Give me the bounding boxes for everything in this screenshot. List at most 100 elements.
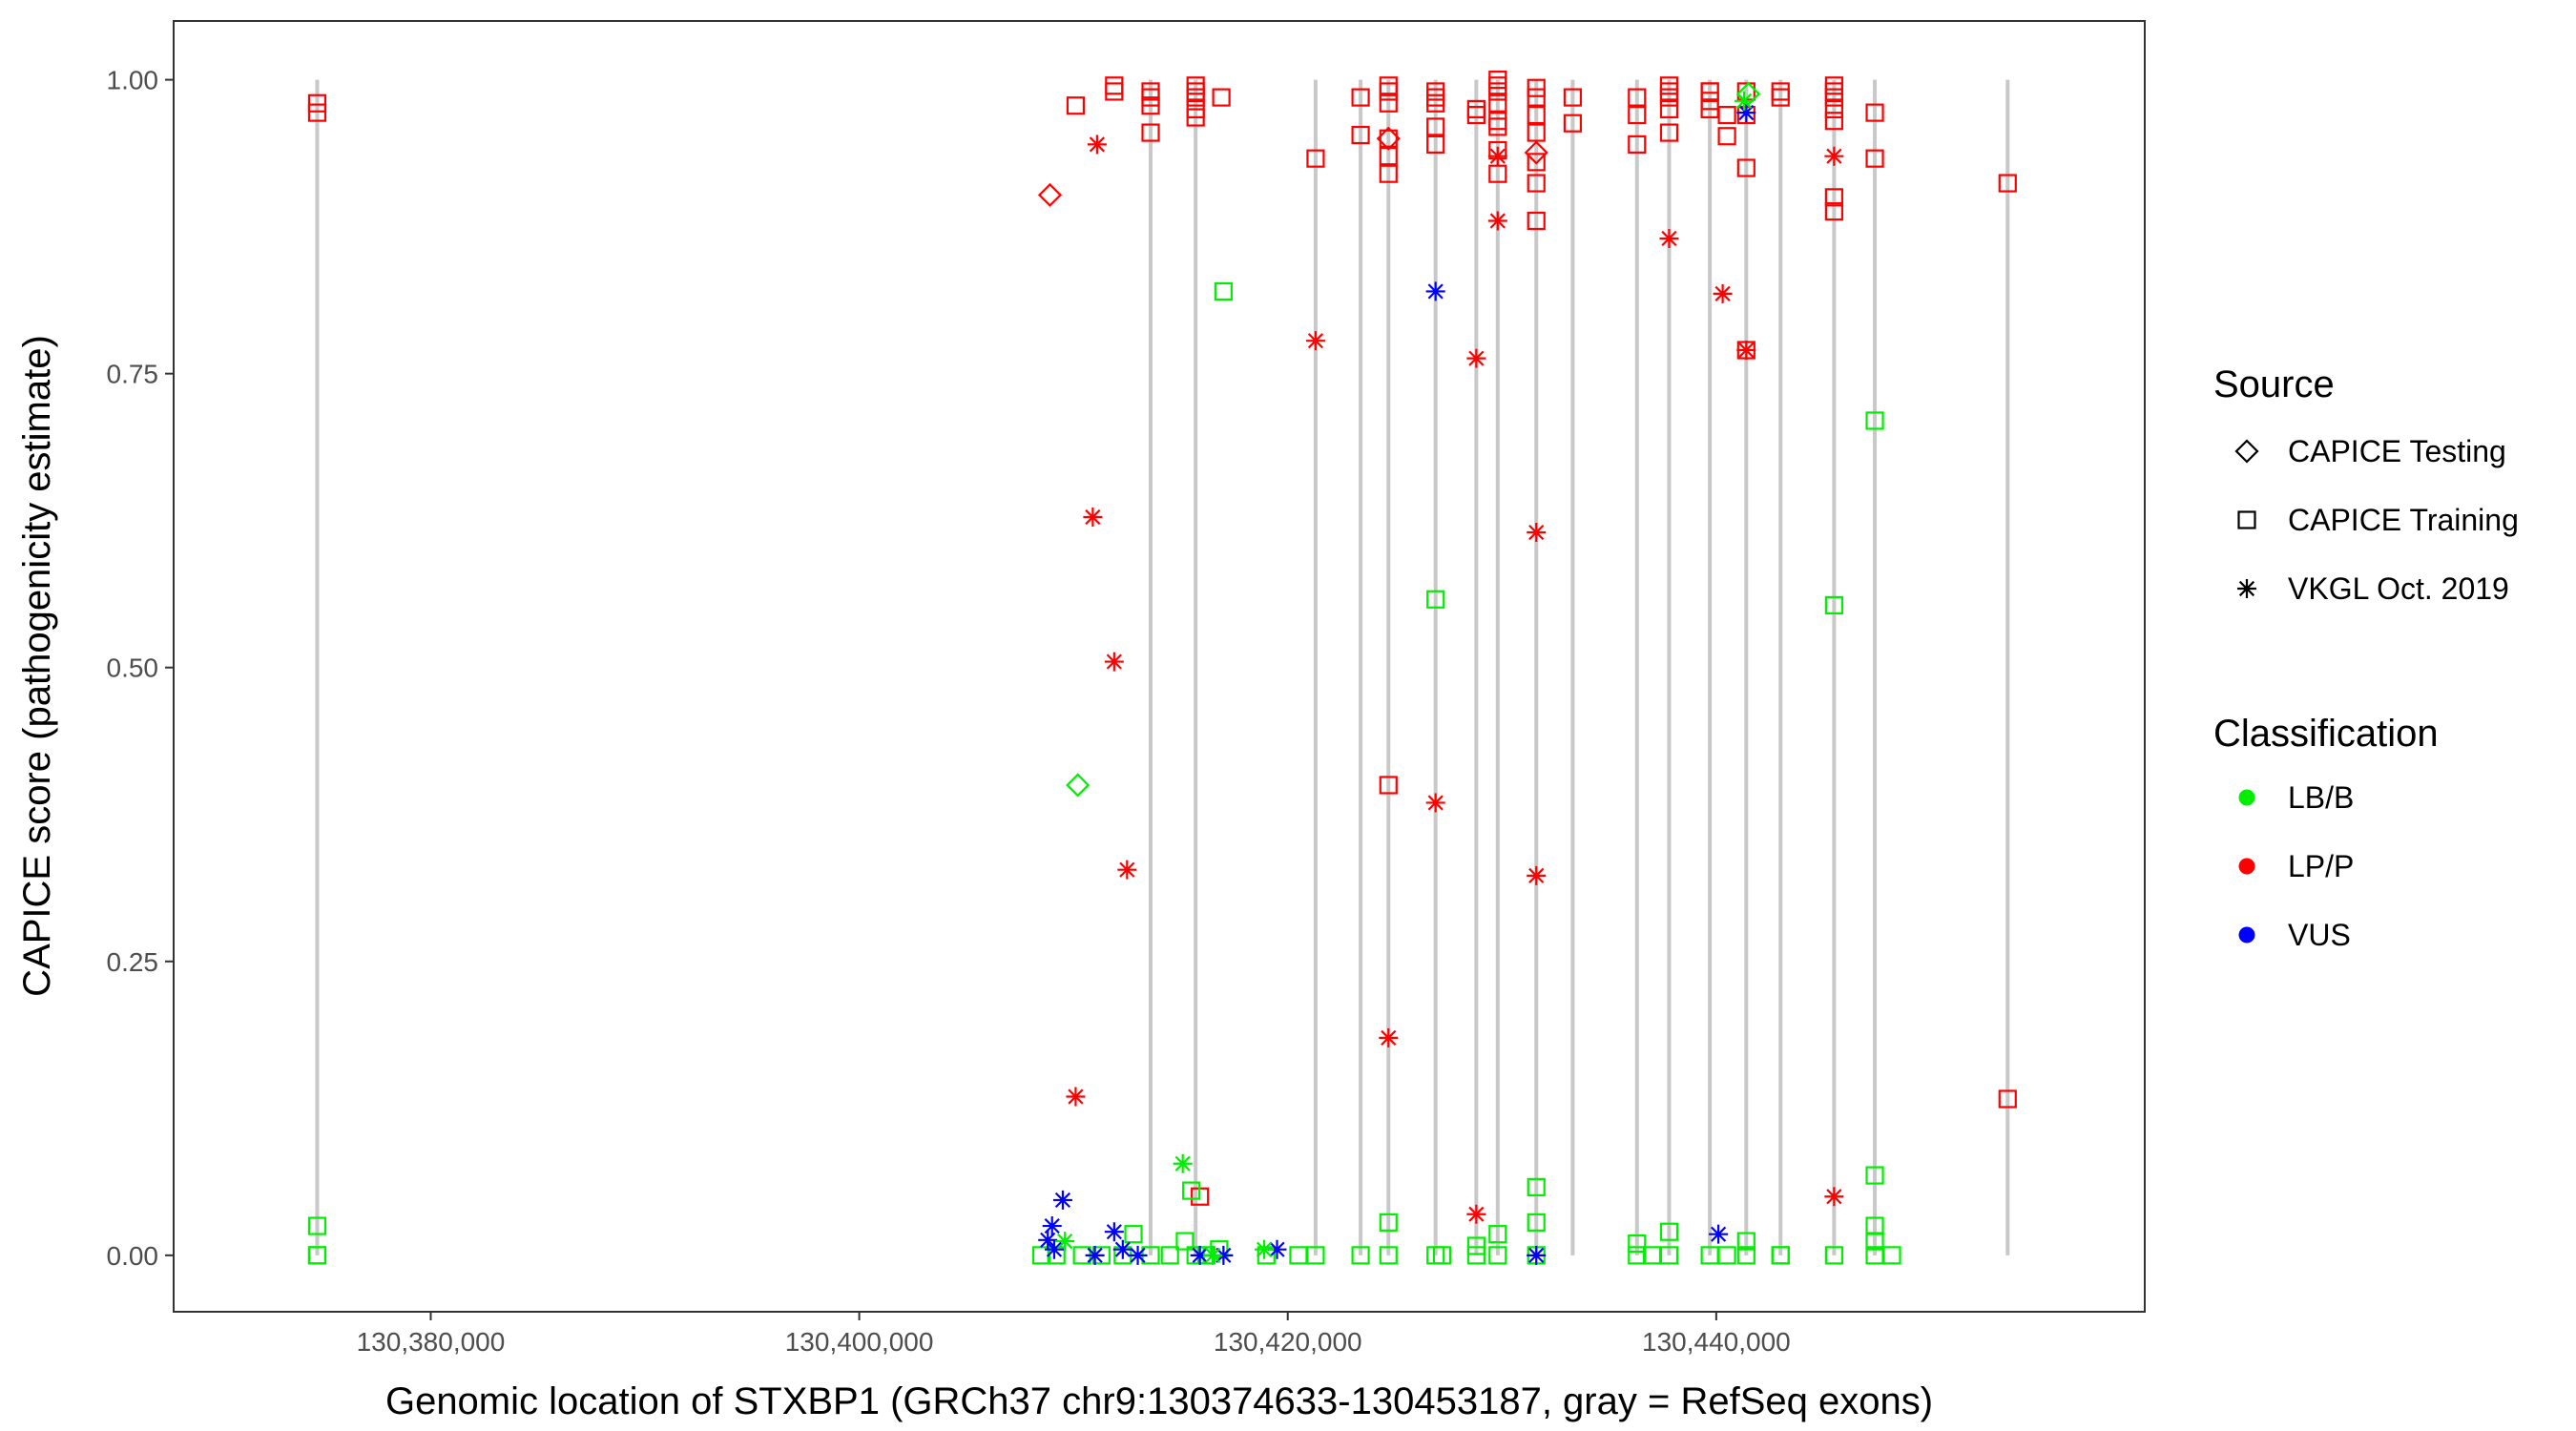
data-point (1141, 123, 1160, 142)
data-point (1628, 1246, 1647, 1265)
data-point (1173, 1153, 1193, 1173)
data-point (1425, 793, 1445, 813)
data-point (1038, 1230, 1058, 1250)
data-point (1426, 117, 1445, 136)
data-point (1628, 88, 1647, 107)
data-point (1488, 1225, 1507, 1244)
legend-class-entries: LB/B LP/P VUS (2238, 780, 2354, 952)
data-point (1824, 146, 1844, 166)
data-point (1659, 1246, 1679, 1265)
data-point (1563, 114, 1583, 133)
data-point (1527, 1245, 1547, 1265)
data-point (1190, 1245, 1210, 1265)
data-point (1998, 174, 2017, 193)
data-point (1736, 1246, 1755, 1265)
data-point (1865, 103, 1884, 122)
data-point (1426, 590, 1445, 609)
data-point (1379, 1246, 1398, 1265)
x-tick-label: 130,420,000 (1214, 1327, 1362, 1357)
data-point (1824, 112, 1843, 131)
data-point (1700, 92, 1719, 111)
data-point (1524, 140, 1548, 165)
data-point (1824, 188, 1843, 207)
data-point (1527, 865, 1547, 885)
data-point (1379, 776, 1398, 795)
data-point (1735, 91, 1755, 111)
data-point (1186, 108, 1205, 127)
data-point (1628, 1234, 1647, 1254)
x-tick-label: 130,380,000 (357, 1327, 506, 1357)
data-point (1824, 595, 1843, 615)
data-point (1713, 283, 1733, 303)
legend: Source CAPICE Testing CAPICE Training VKGL… (2213, 363, 2519, 952)
data-point (1487, 211, 1507, 231)
data-point (1160, 1246, 1179, 1265)
legend-label: VUS (2288, 918, 2351, 952)
data-point (1628, 135, 1647, 154)
legend-source-title: Source (2213, 363, 2335, 405)
data-point (1105, 76, 1124, 95)
data-point (1085, 1245, 1105, 1265)
data-point (1628, 105, 1647, 125)
data-point (1865, 149, 1884, 168)
data-point (1824, 76, 1843, 95)
y-tick-label: 0.75 (107, 360, 159, 389)
y-tick-label: 1.00 (107, 66, 159, 95)
data-point (1214, 1245, 1234, 1265)
data-point (1066, 1087, 1086, 1107)
data-point (1824, 1187, 1844, 1207)
data-point (1186, 88, 1205, 107)
legend-key-square (2237, 510, 2256, 529)
data-point (1717, 1246, 1736, 1265)
data-point (1488, 93, 1507, 113)
data-point (1351, 125, 1370, 145)
y-tick-label: 0.25 (107, 947, 159, 977)
data-point (1066, 773, 1091, 798)
data-point (1210, 1240, 1229, 1259)
data-point (1488, 71, 1507, 90)
data-point (1267, 1239, 1287, 1259)
data-point (1186, 76, 1205, 95)
data-point (1083, 508, 1103, 528)
plot-background (174, 21, 2145, 1312)
data-point (1659, 123, 1679, 142)
data-point (1466, 99, 1485, 119)
data-point (1771, 1246, 1790, 1265)
data-point (1736, 1232, 1755, 1251)
data-point (1527, 1213, 1546, 1232)
data-point (307, 93, 327, 113)
data-point (1379, 76, 1398, 95)
data-point (1700, 82, 1719, 101)
data-point (1488, 112, 1507, 131)
data-point (1466, 1246, 1485, 1265)
data-point (1376, 126, 1401, 151)
data-point (1379, 129, 1398, 148)
data-point (1824, 202, 1843, 221)
data-point (1717, 105, 1736, 125)
legend-key-dot (2238, 789, 2255, 806)
data-point (1736, 341, 1756, 361)
data-point (1124, 1225, 1143, 1244)
data-point (1527, 211, 1546, 231)
data-point (1426, 82, 1445, 101)
data-point (1527, 1177, 1546, 1196)
legend-label: CAPICE Testing (2288, 434, 2506, 468)
data-point (1527, 78, 1546, 97)
data-point (1306, 149, 1325, 168)
data-point (1466, 348, 1486, 368)
data-point (1066, 96, 1086, 115)
data-point (1659, 76, 1679, 95)
data-point (1736, 158, 1755, 177)
data-point (1042, 1216, 1062, 1236)
data-point (1117, 860, 1137, 880)
data-point (1563, 88, 1583, 107)
data-point (1112, 1239, 1132, 1259)
legend-label: CAPICE Training (2288, 503, 2519, 537)
data-point (1037, 182, 1063, 207)
data-point (307, 103, 327, 122)
x-tick-label: 130,400,000 (785, 1327, 934, 1357)
legend-label: VKGL Oct. 2019 (2288, 571, 2509, 606)
data-point (1865, 411, 1884, 430)
data-point (1659, 99, 1679, 119)
y-tick-label: 0.50 (107, 653, 159, 683)
